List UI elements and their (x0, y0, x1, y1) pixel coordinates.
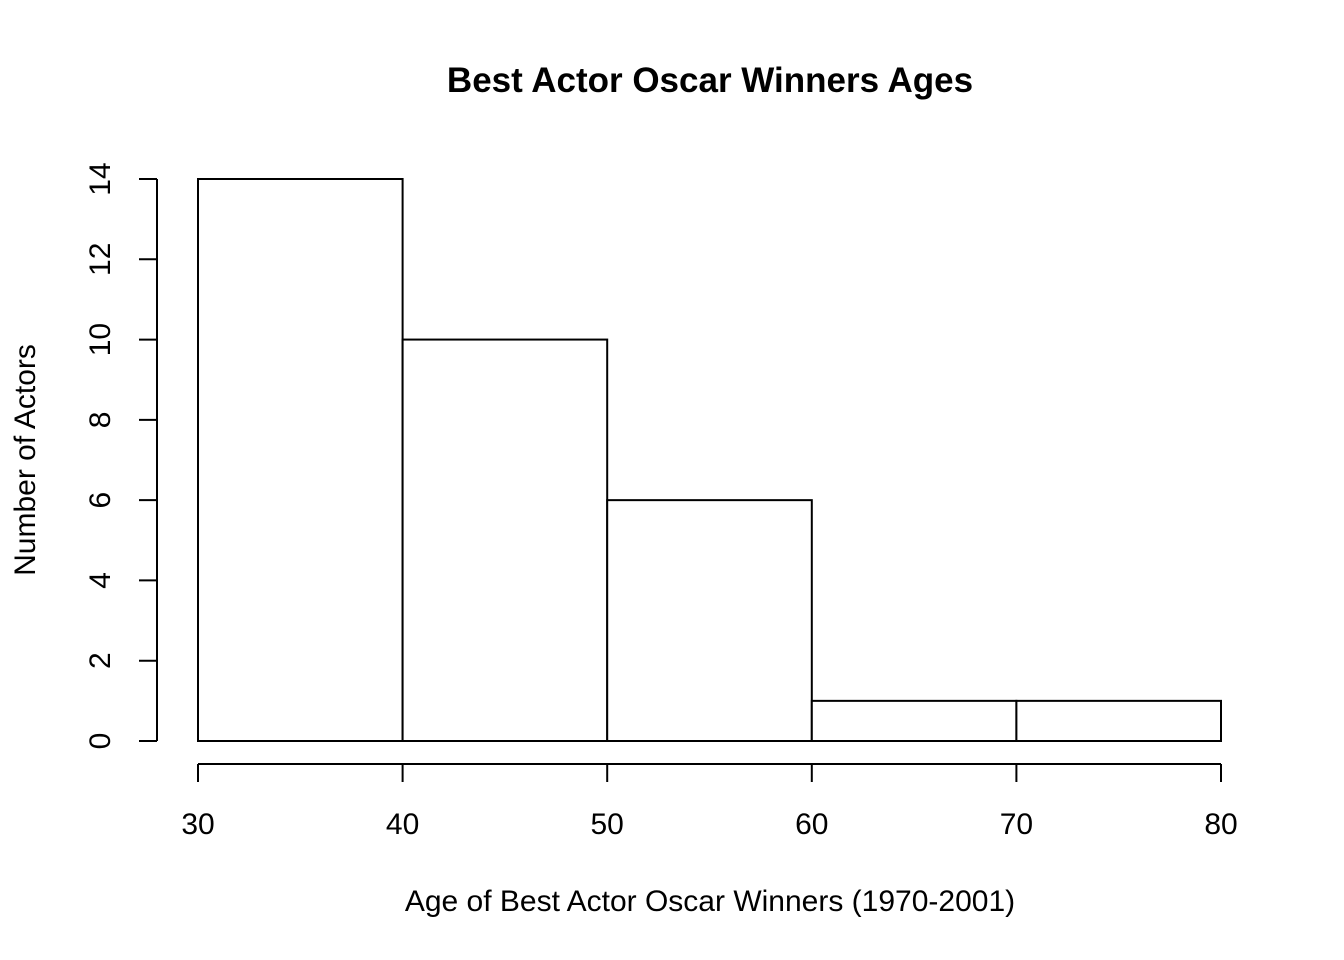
histogram-bar-70-80 (1015, 699, 1223, 742)
histogram-bars (197, 178, 1223, 742)
x-axis-label: Age of Best Actor Oscar Winners (1970-20… (405, 885, 1015, 918)
y-tick-label-14: 14 (84, 162, 117, 195)
y-tick-label-4: 4 (84, 572, 117, 589)
y-axis-label: Number of Actors (9, 344, 42, 576)
histogram-bar-40-50 (401, 338, 609, 742)
x-tick-label-50: 50 (591, 808, 624, 841)
x-tick-label-80: 80 (1204, 808, 1237, 841)
histogram-bar-30-40 (197, 178, 404, 742)
histogram-bar-60-70 (810, 699, 1018, 742)
y-tick-label-8: 8 (84, 412, 117, 429)
histogram-bar-50-60 (606, 499, 813, 742)
x-axis: 30 40 50 60 70 80 (181, 763, 1238, 841)
y-tick-label-12: 12 (84, 243, 117, 276)
x-tick-label-40: 40 (386, 808, 419, 841)
y-tick-label-10: 10 (84, 323, 117, 356)
x-tick-label-30: 30 (181, 808, 214, 841)
y-tick-label-0: 0 (84, 733, 117, 750)
y-axis: 0 2 4 6 8 10 12 14 (84, 162, 158, 750)
x-tick-label-70: 70 (1000, 808, 1033, 841)
chart-title: Best Actor Oscar Winners Ages (447, 61, 973, 100)
y-tick-label-2: 2 (84, 652, 117, 669)
x-tick-label-60: 60 (795, 808, 828, 841)
y-tick-label-6: 6 (84, 492, 117, 509)
